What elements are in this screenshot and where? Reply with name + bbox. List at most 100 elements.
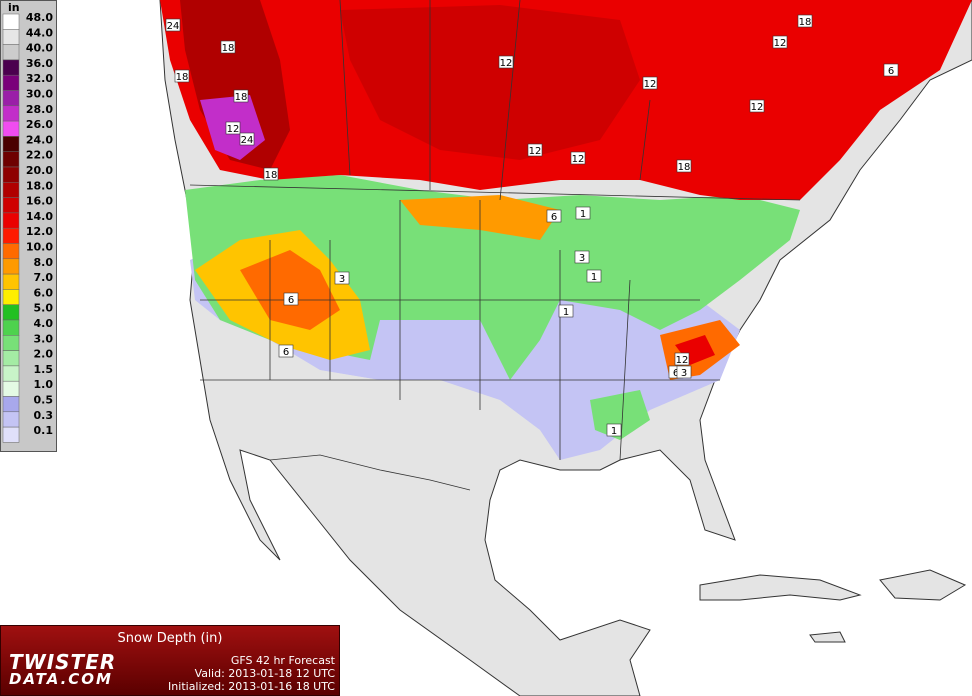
legend-label: 1.5 — [34, 363, 54, 376]
legend-swatch — [2, 212, 20, 229]
contour-label-text: 12 — [500, 58, 513, 69]
contour-label: 6 — [883, 63, 899, 77]
legend-label: 24.0 — [26, 133, 53, 146]
contour-label-text: 12 — [529, 146, 542, 157]
contour-label: 12 — [749, 99, 765, 113]
contour-label: 12 — [527, 143, 543, 157]
legend-swatch — [2, 396, 20, 413]
info-box: Snow Depth (in) TWISTER DATA.COM GFS 42 … — [0, 625, 340, 696]
contour-label-text: 24 — [241, 135, 254, 146]
legend-label: 36.0 — [26, 57, 53, 70]
contour-label-bg — [586, 269, 602, 283]
legend-swatch — [2, 273, 20, 290]
legend-label: 0.1 — [34, 424, 54, 437]
contour-label-bg — [676, 159, 692, 173]
legend-swatch — [2, 380, 20, 397]
contour-label-bg — [749, 99, 765, 113]
legend-label: 20.0 — [26, 164, 53, 177]
legend-swatch — [2, 426, 20, 443]
contour-label-text: 12 — [676, 355, 689, 366]
legend-swatch — [2, 44, 20, 61]
legend-swatch — [2, 197, 20, 214]
contour-label-bg — [498, 55, 514, 69]
snow-rockies — [180, 0, 290, 170]
legend-swatch — [2, 151, 20, 168]
legend-swatch — [2, 335, 20, 351]
contour-label: 24 — [165, 18, 181, 32]
legend-label: 0.5 — [34, 394, 54, 407]
contour-label-text: 12 — [572, 154, 585, 165]
contour-label-bg — [283, 292, 299, 306]
legend-unit: in — [8, 1, 20, 14]
contour-label-text: 6 — [288, 295, 294, 306]
contour-label-text: 3 — [681, 368, 687, 379]
contour-label-bg — [606, 423, 622, 437]
legend-swatch — [2, 105, 20, 122]
legend-swatch — [2, 350, 20, 367]
contour-label-bg — [165, 18, 181, 32]
snow-orange — [240, 250, 340, 330]
contour-label-text: 12 — [774, 38, 787, 49]
contour-label-text: 6 — [551, 212, 557, 223]
contour-label-bg — [883, 63, 899, 77]
hispaniola — [879, 569, 967, 601]
legend-swatch — [2, 136, 20, 152]
contour-label-bg — [797, 14, 813, 28]
contour-label: 1 — [606, 423, 622, 437]
legend-label: 3.0 — [34, 332, 54, 345]
contour-label: 3 — [676, 365, 692, 379]
legend-label: 4.0 — [34, 317, 54, 330]
contour-label: 12 — [674, 352, 690, 366]
contour-label-bg — [225, 121, 241, 135]
contour-label-text: 18 — [222, 43, 235, 54]
contour-label-text: 12 — [751, 102, 764, 113]
info-title: Snow Depth (in) — [117, 631, 223, 646]
contour-label: 18 — [220, 40, 236, 54]
legend-swatch — [2, 304, 20, 321]
contour-label: 3 — [574, 250, 590, 264]
contour-label-bg — [278, 344, 294, 358]
legend-swatch — [2, 13, 20, 30]
legend-label: 12.0 — [26, 225, 53, 238]
legend-label: 18.0 — [26, 179, 53, 192]
legend-swatch — [2, 227, 20, 244]
contour-label-text: 24 — [167, 21, 180, 32]
legend-swatch — [2, 411, 20, 428]
contour-label: 12 — [642, 76, 658, 90]
legend-swatch — [2, 59, 20, 76]
logo-bottom: DATA.COM — [9, 670, 113, 688]
contour-label-bg — [546, 209, 562, 223]
contour-label-bg — [574, 250, 590, 264]
legend-swatch — [2, 243, 20, 260]
legend-swatch — [2, 166, 20, 183]
legend-swatch — [2, 74, 20, 91]
contour-label: 18 — [676, 159, 692, 173]
contour-label-text: 18 — [678, 162, 691, 173]
contour-label: 18 — [174, 69, 190, 83]
contour-label-text: 3 — [579, 253, 585, 264]
contour-label-bg — [642, 76, 658, 90]
contour-label: 6 — [546, 209, 562, 223]
legend-label: 30.0 — [26, 88, 53, 101]
legend-label: 22.0 — [26, 149, 53, 162]
contour-label-bg — [233, 89, 249, 103]
info-text: GFS 42 hr Forecast Valid: 2013-01-18 12 … — [168, 654, 335, 693]
legend-label: 1.0 — [34, 378, 54, 391]
border-us-canada — [189, 184, 801, 201]
legend-label: 0.3 — [34, 409, 54, 422]
contour-label: 1 — [586, 269, 602, 283]
contour-label: 18 — [797, 14, 813, 28]
legend-label: 14.0 — [26, 210, 53, 223]
contour-label-bg — [570, 151, 586, 165]
contour-label-bg — [527, 143, 543, 157]
logo-top: TWISTER — [9, 650, 117, 674]
contour-label-text: 3 — [339, 274, 345, 285]
legend-label: 44.0 — [26, 26, 53, 39]
info-valid: Valid: 2013-01-18 12 UTC — [194, 667, 335, 680]
cuba — [699, 574, 862, 601]
legend-label: 28.0 — [26, 103, 53, 116]
contour-label-text: 12 — [644, 79, 657, 90]
legend: in 48.0 44.0 40.0 36.0 32.0 30.0 28.0 26.0 24.0 2… — [0, 0, 57, 452]
contour-label-text: 1 — [563, 307, 569, 318]
